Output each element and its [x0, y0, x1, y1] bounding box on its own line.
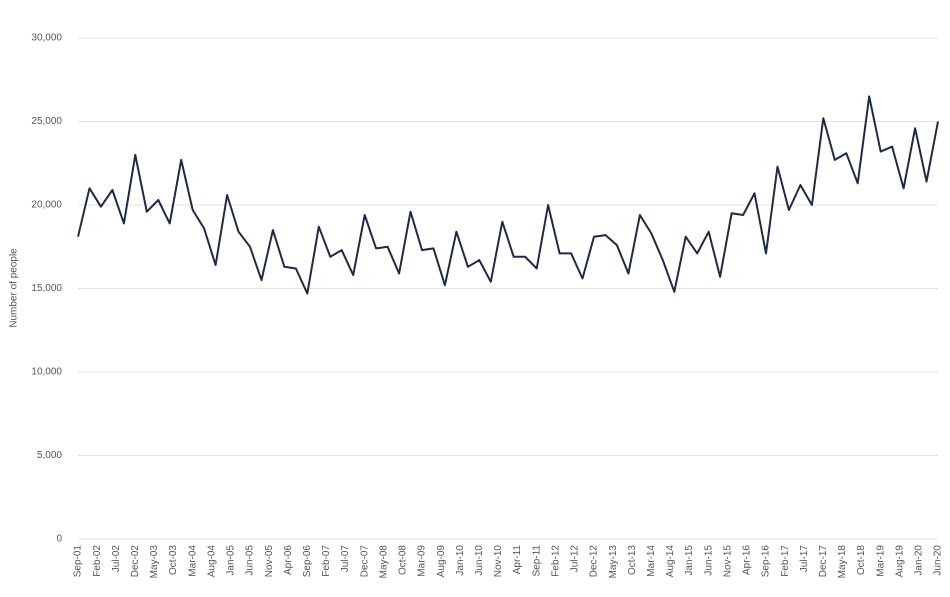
- x-tick-label: Apr-16: [742, 545, 753, 575]
- x-tick-label: Mar-14: [646, 545, 657, 577]
- x-tick-label: Jan-10: [455, 545, 466, 576]
- x-tick-label: May-03: [149, 545, 160, 579]
- x-tick-label: Mar-04: [187, 545, 198, 577]
- x-tick-label: May-08: [378, 545, 389, 579]
- x-tick-label: Jul-02: [111, 545, 122, 573]
- x-tick-label: Jun-15: [703, 545, 714, 576]
- x-tick-label: Feb-02: [92, 545, 103, 577]
- x-tick-label: Dec-07: [359, 545, 370, 578]
- x-tick-label: Apr-06: [283, 545, 294, 575]
- x-tick-label: Dec-02: [130, 545, 141, 578]
- y-tick-label: 25,000: [31, 116, 62, 127]
- x-tick-label: Mar-09: [417, 545, 428, 577]
- x-tick-label: Oct-03: [168, 545, 179, 575]
- x-tick-label: Jul-07: [340, 545, 351, 573]
- y-tick-label: 0: [56, 534, 62, 545]
- x-tick-label: Jun-10: [474, 545, 485, 576]
- x-tick-label: Jun-20: [933, 545, 944, 576]
- y-tick-label: 10,000: [31, 367, 62, 378]
- x-tick-label: Feb-07: [321, 545, 332, 577]
- y-tick-label: 5,000: [37, 450, 62, 461]
- x-tick-label: Jul-17: [799, 545, 810, 573]
- x-tick-label: Mar-19: [875, 545, 886, 577]
- x-tick-label: Sep-16: [761, 545, 772, 578]
- x-tick-label: Aug-04: [206, 545, 217, 578]
- x-tick-label: Aug-09: [436, 545, 447, 578]
- x-tick-label: Nov-10: [493, 545, 504, 578]
- x-tick-label: Feb-12: [550, 545, 561, 577]
- x-tick-label: May-13: [608, 545, 619, 579]
- x-tick-label: Jan-15: [684, 545, 695, 576]
- x-tick-label: Sep-01: [73, 545, 84, 578]
- y-tick-label: 15,000: [31, 283, 62, 294]
- x-tick-label: Aug-19: [894, 545, 905, 578]
- y-tick-label: 30,000: [31, 33, 62, 44]
- x-tick-label: Dec-17: [818, 545, 829, 578]
- x-tick-label: Apr-11: [512, 545, 523, 575]
- x-tick-label: Jan-20: [914, 545, 925, 576]
- x-tick-label: Oct-13: [627, 545, 638, 575]
- x-tick-label: Dec-12: [589, 545, 600, 578]
- x-tick-label: Sep-11: [531, 545, 542, 577]
- x-tick-label: Aug-14: [665, 545, 676, 578]
- data-line: [77, 95, 939, 295]
- x-tick-label: Jan-05: [226, 545, 237, 576]
- x-tick-label: Nov-15: [722, 545, 733, 578]
- x-tick-label: May-18: [837, 545, 848, 579]
- x-tick-label: Oct-08: [398, 545, 409, 575]
- x-tick-label: Jul-12: [570, 545, 581, 573]
- x-tick-label: Jun-05: [245, 545, 256, 576]
- x-tick-label: Oct-18: [856, 545, 867, 575]
- x-tick-label: Sep-06: [302, 545, 313, 578]
- y-tick-label: 20,000: [31, 200, 62, 211]
- y-axis-label: Number of people: [9, 248, 20, 328]
- x-tick-label: Nov-05: [264, 545, 275, 578]
- x-tick-label: Feb-17: [780, 545, 791, 577]
